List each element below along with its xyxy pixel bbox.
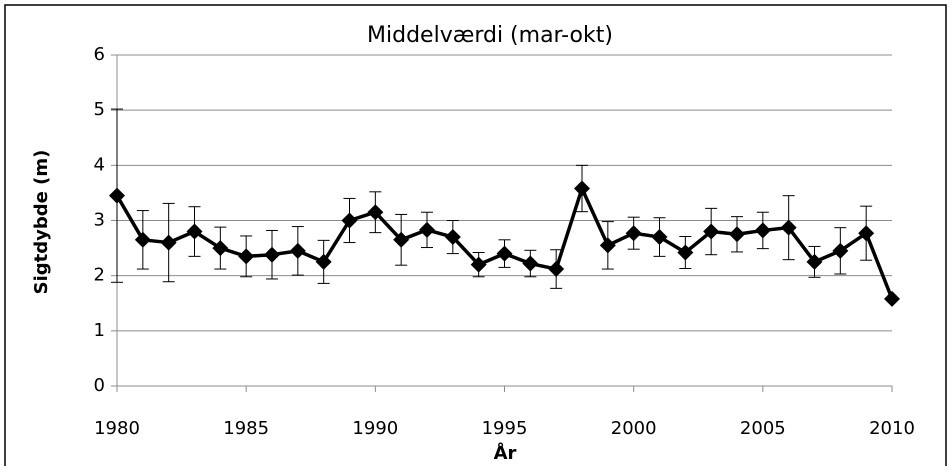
marker [522, 255, 539, 272]
marker [806, 253, 823, 270]
marker [625, 225, 642, 242]
marker [341, 212, 358, 229]
marker [444, 229, 461, 246]
x-tick-label: 1995 [482, 418, 528, 439]
x-tick-label: 2005 [740, 418, 786, 439]
y-tick-label: 2 [94, 265, 105, 286]
marker [858, 225, 875, 242]
marker [264, 246, 280, 263]
x-axis-label: År [494, 441, 517, 464]
x-tick-label: 1985 [223, 418, 269, 439]
y-tick-label: 5 [94, 99, 105, 120]
y-tick-label: 6 [94, 44, 105, 65]
marker [470, 256, 487, 273]
marker [212, 240, 229, 257]
marker [729, 226, 745, 243]
marker [393, 231, 410, 248]
marker [238, 248, 255, 265]
y-tick-label: 0 [94, 375, 105, 396]
x-tick-label: 1980 [94, 418, 140, 439]
marker [134, 231, 151, 248]
marker [884, 290, 900, 307]
marker [419, 221, 435, 238]
marker [315, 253, 332, 270]
marker [186, 223, 203, 240]
y-tick-label: 3 [94, 210, 105, 231]
x-tick-label: 2000 [611, 418, 657, 439]
chart-title: Middelværdi (mar-okt) [367, 23, 613, 48]
x-tick-label: 2010 [869, 418, 915, 439]
marker [548, 261, 565, 278]
y-tick-label: 4 [94, 154, 105, 175]
x-tick-label: 1990 [352, 418, 398, 439]
marker [574, 180, 590, 197]
marker [703, 223, 720, 240]
marker [832, 242, 849, 259]
marker [780, 219, 797, 236]
marker [367, 204, 384, 221]
y-tick-label: 1 [94, 320, 105, 341]
marker [109, 187, 125, 204]
marker [754, 222, 771, 239]
y-axis-label: Sigtdybde (m) [31, 150, 52, 295]
marker [677, 244, 694, 261]
marker [599, 237, 616, 254]
marker [496, 245, 513, 262]
marker [160, 234, 177, 251]
marker [651, 229, 668, 246]
marker [289, 242, 306, 259]
